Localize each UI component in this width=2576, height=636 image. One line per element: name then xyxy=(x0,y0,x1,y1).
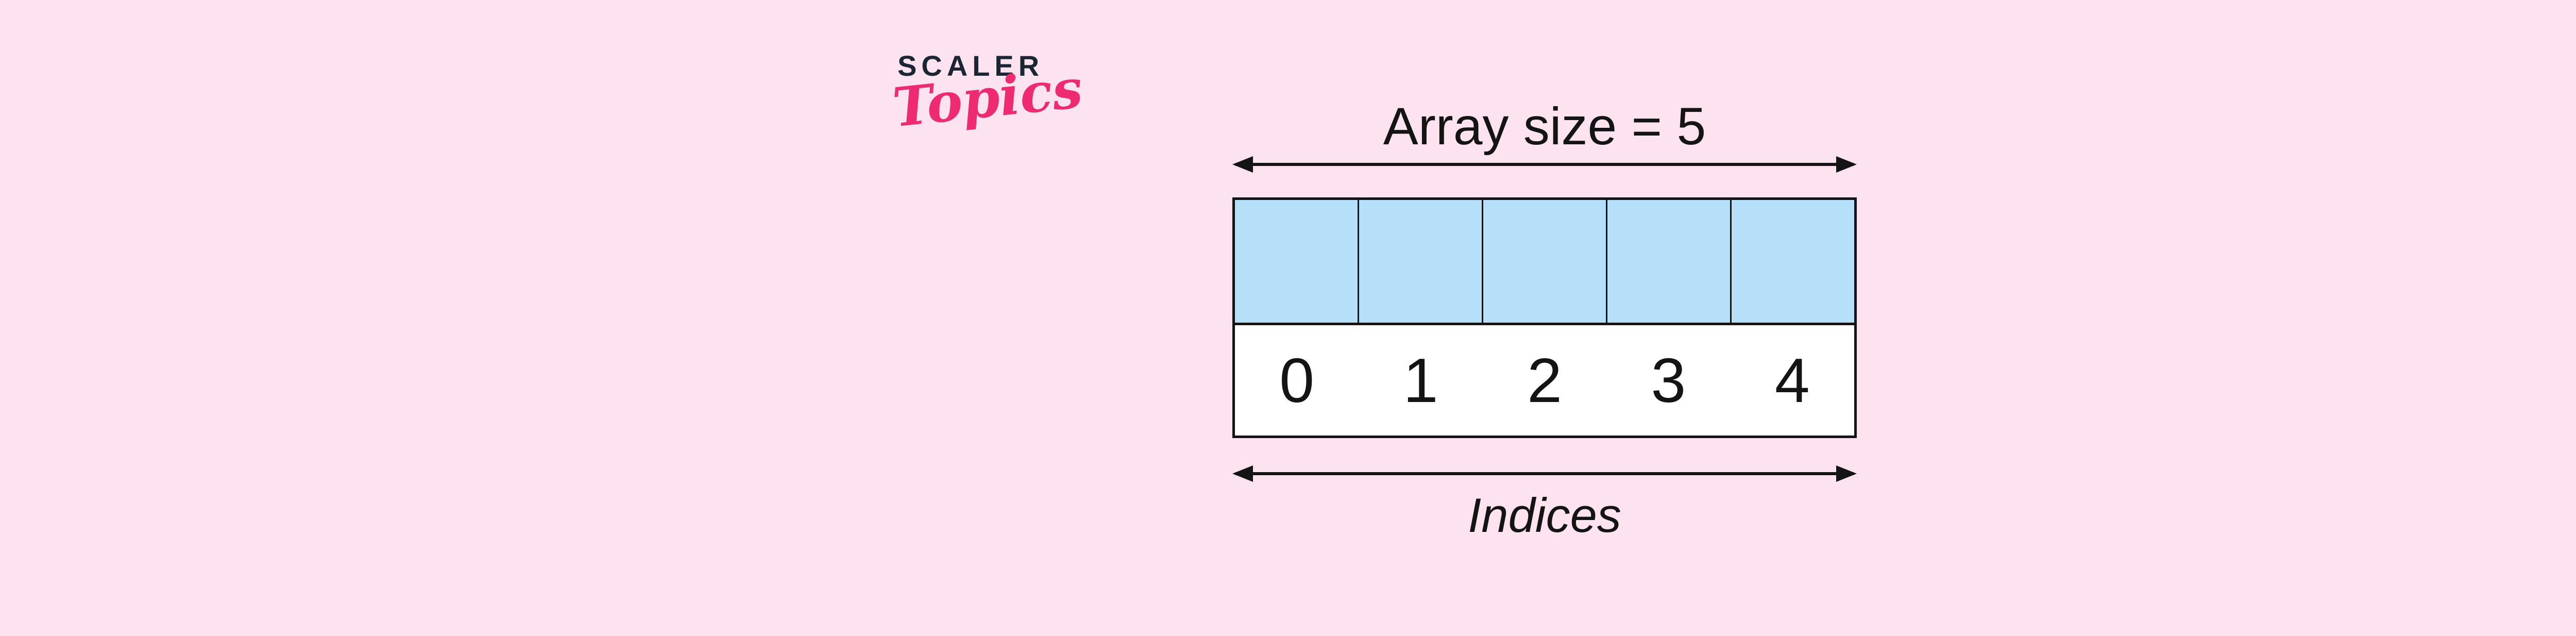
array-cell xyxy=(1607,200,1732,323)
array-size-title: Array size = 5 xyxy=(1383,97,1706,156)
array-cell xyxy=(1732,200,1854,323)
index-label: 0 xyxy=(1279,345,1315,415)
indices-label: Indices xyxy=(1468,488,1621,542)
array-indices-row: 0 1 2 3 4 xyxy=(1235,325,1854,436)
logo-sub-text: Topics xyxy=(889,56,1086,140)
array-cells-row xyxy=(1235,200,1854,325)
array-cell xyxy=(1235,200,1359,323)
array-size-arrow xyxy=(1232,156,1857,173)
scaler-topics-logo: SCALER Topics xyxy=(890,49,1086,140)
array-cell xyxy=(1359,200,1483,323)
index-label: 4 xyxy=(1774,345,1810,415)
index-label: 1 xyxy=(1403,345,1438,415)
array-cell xyxy=(1483,200,1607,323)
array-box: 0 1 2 3 4 xyxy=(1232,197,1857,438)
arrow-line xyxy=(1235,472,1854,475)
indices-arrow xyxy=(1232,465,1857,482)
arrowhead-right-icon xyxy=(1836,465,1857,482)
arrow-line xyxy=(1235,163,1854,166)
index-label: 3 xyxy=(1651,345,1686,415)
index-label: 2 xyxy=(1527,345,1562,415)
array-diagram: Array size = 5 0 1 2 3 4 Indices xyxy=(1232,0,1857,636)
logo-brand-text: SCALER xyxy=(897,49,1044,82)
arrowhead-right-icon xyxy=(1836,156,1857,173)
